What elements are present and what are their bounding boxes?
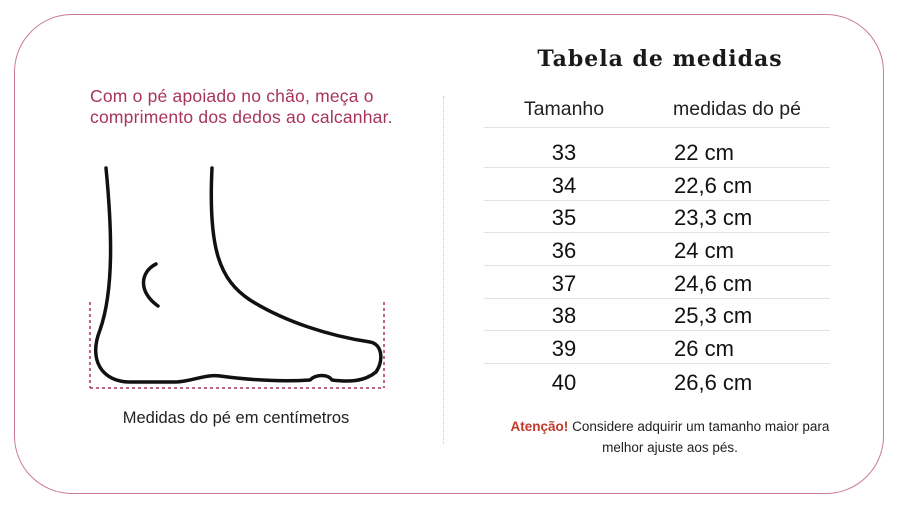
- size-cell: 40: [551, 369, 577, 395]
- foot-caption: Medidas do pé em centímetros: [122, 409, 350, 427]
- size-cell: 37: [551, 270, 577, 296]
- size-table: Tamanho medidas do pé 33 22 cm 34 22,6 c…: [484, 92, 830, 397]
- measure-instruction: Com o pé apoiado no chão, meça o comprim…: [90, 86, 393, 127]
- size-cell: 39: [551, 336, 577, 362]
- size-cell: 38: [551, 303, 577, 329]
- measure-cell: 23,3 cm: [674, 205, 753, 231]
- warning-text: Considere adquirir um tamanho maior para…: [568, 419, 830, 455]
- header-measure: medidas do pé: [673, 98, 801, 120]
- foot-outline-icon: [89, 166, 385, 389]
- measure-cell: 24 cm: [674, 238, 734, 264]
- table-row: 35 23,3 cm: [484, 201, 830, 234]
- size-cell: 33: [551, 140, 577, 165]
- table-row: 33 22 cm: [484, 128, 830, 168]
- size-cell: 34: [551, 172, 577, 198]
- chart-title: Tabela de medidas: [537, 46, 783, 72]
- measure-cell: 26 cm: [674, 336, 734, 362]
- table-row: 37 24,6 cm: [484, 266, 830, 299]
- table-row: 36 24 cm: [484, 233, 830, 267]
- measure-cell: 22,6 cm: [674, 172, 753, 198]
- measure-cell: 22 cm: [674, 140, 734, 165]
- size-chart-card: [14, 14, 884, 494]
- fit-note: Atenção! Considere adquirir um tamanho m…: [500, 416, 840, 458]
- measure-cell: 24,6 cm: [674, 270, 753, 296]
- measure-cell: 25,3 cm: [674, 303, 753, 329]
- size-cell: 35: [551, 205, 577, 231]
- size-cell: 36: [551, 238, 577, 264]
- measure-cell: 26,6 cm: [674, 369, 753, 395]
- table-row: 38 25,3 cm: [484, 299, 830, 332]
- warning-label: Atenção!: [510, 419, 569, 434]
- table-row: 34 22,6 cm: [484, 168, 830, 201]
- table-header: Tamanho medidas do pé: [484, 92, 830, 128]
- section-divider: [443, 96, 444, 444]
- table-row: 40 26,6 cm: [484, 364, 830, 397]
- header-size: Tamanho: [523, 98, 605, 120]
- table-row: 39 26 cm: [484, 331, 830, 365]
